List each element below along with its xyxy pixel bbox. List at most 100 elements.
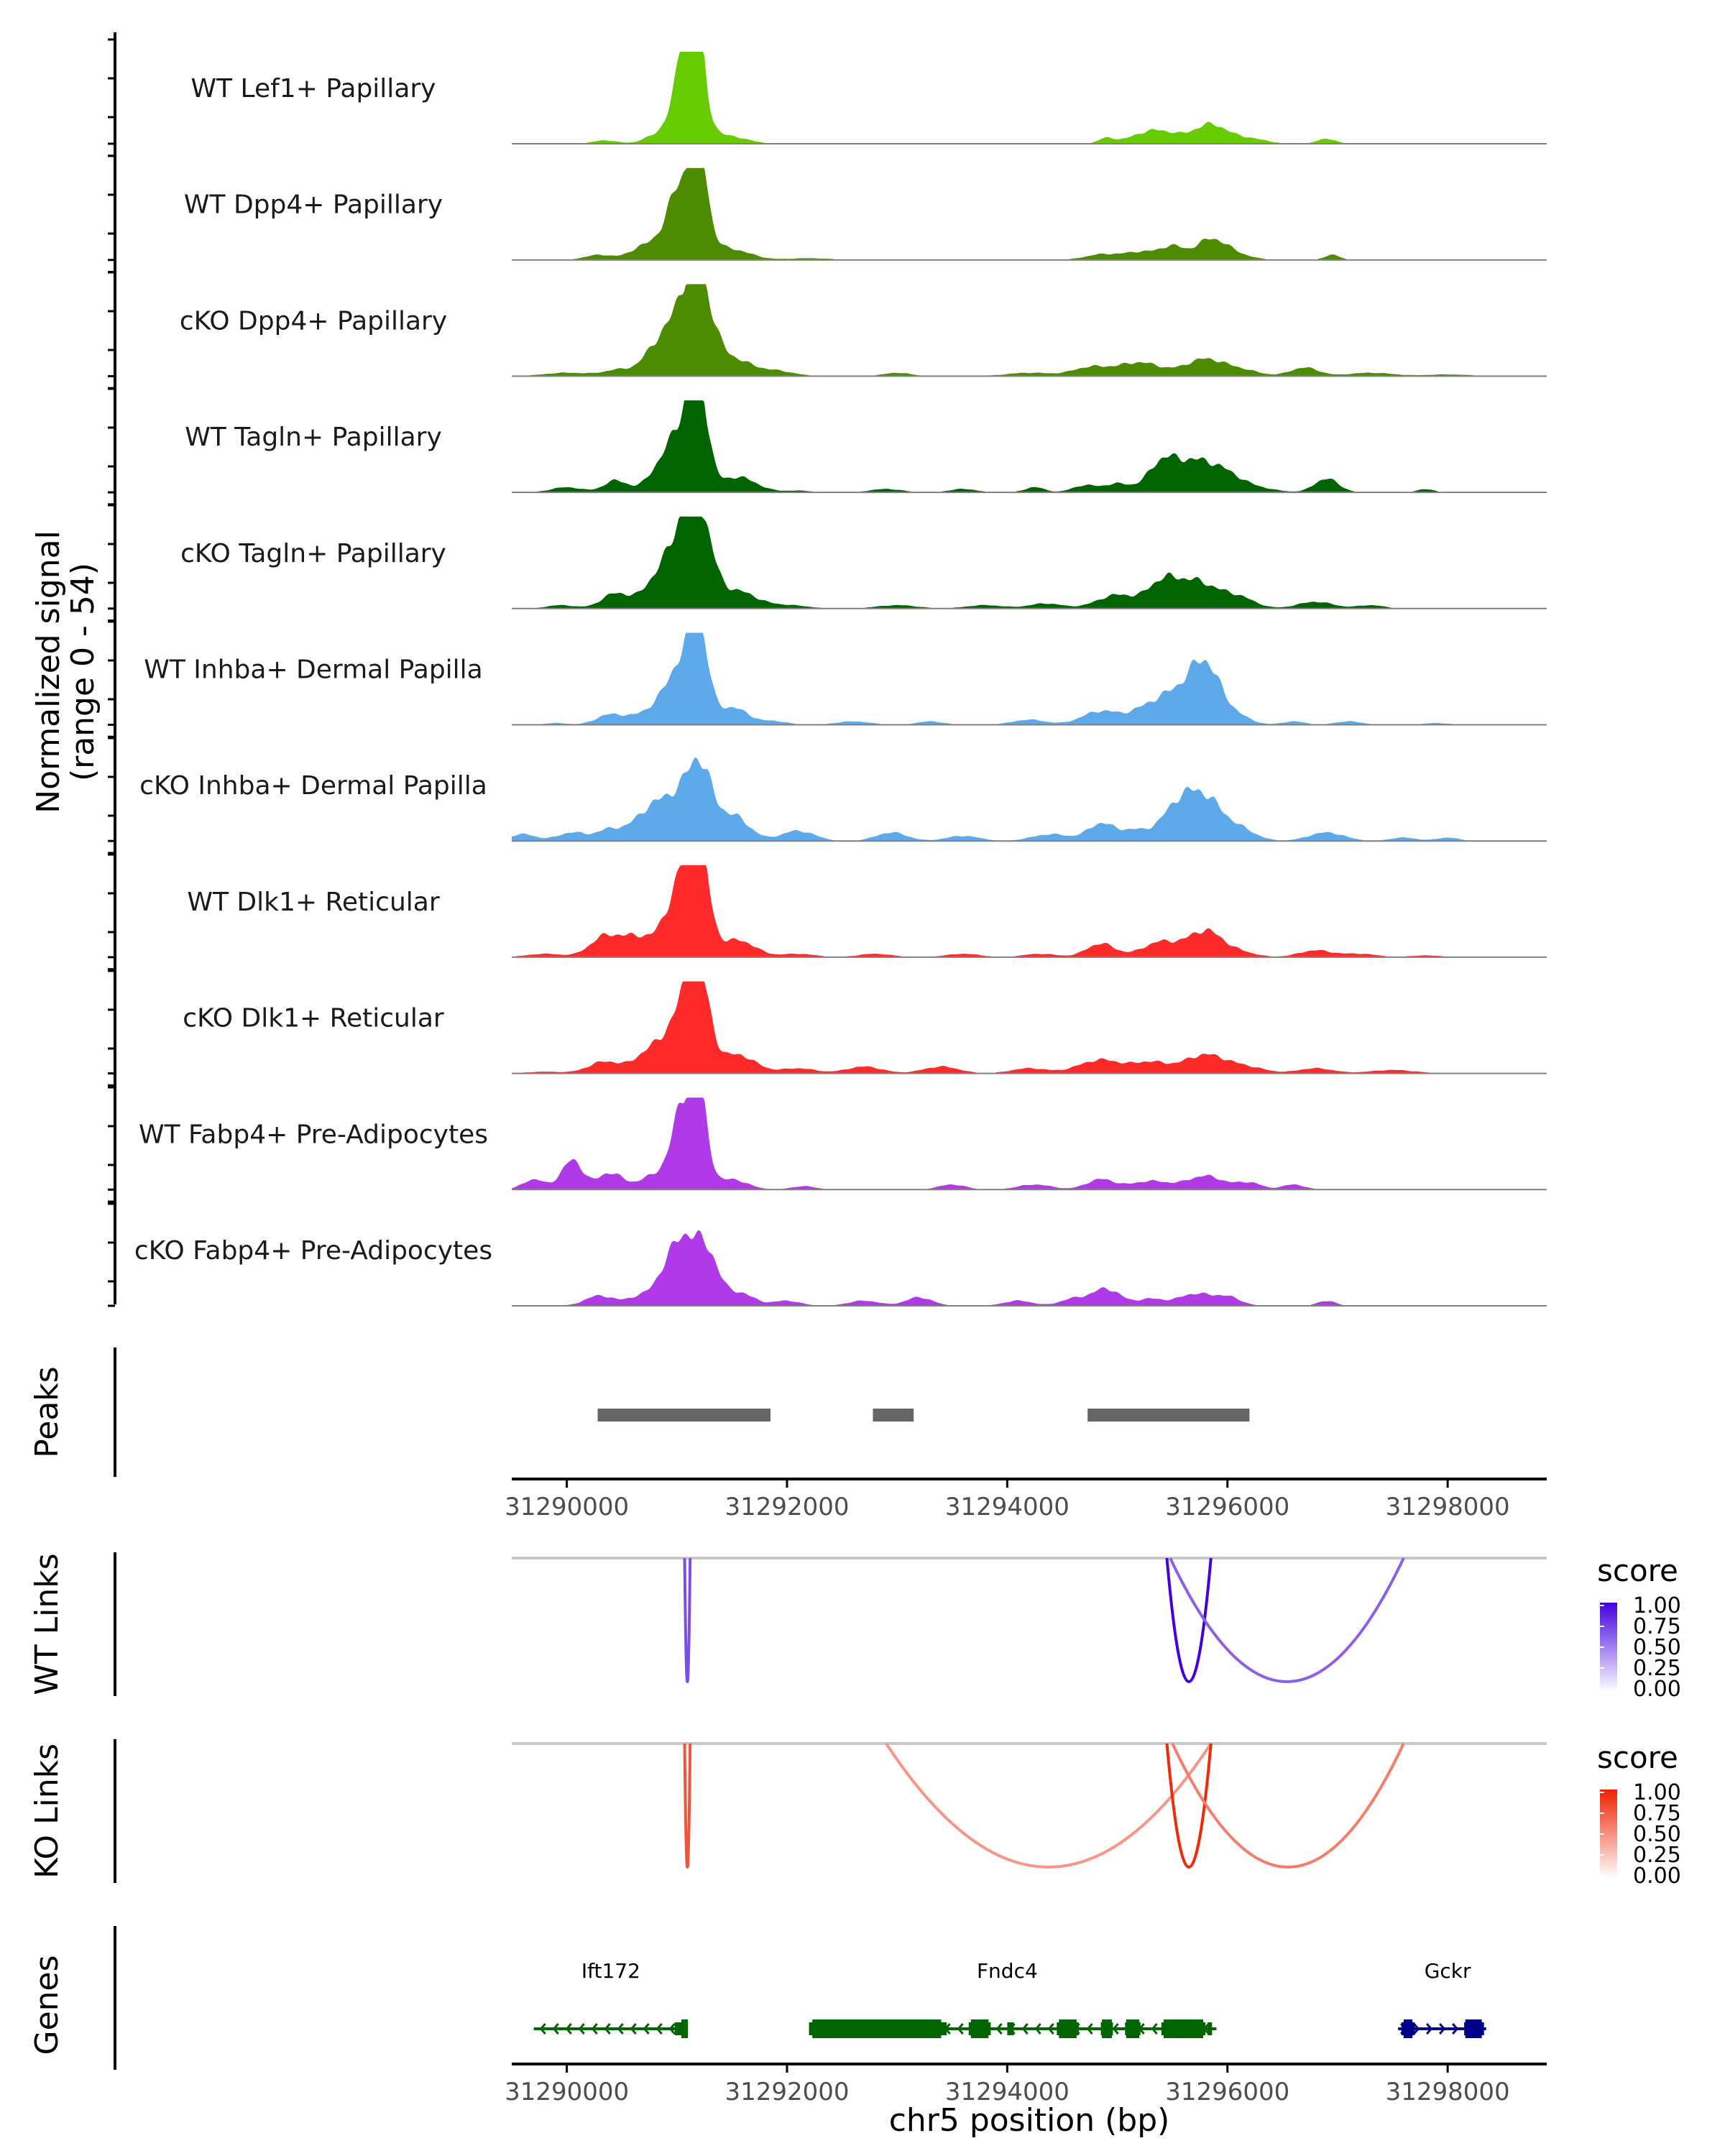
gene-label: Ift172 (581, 1959, 640, 1983)
link-arc (1165, 1557, 1213, 1683)
strand-chevron (995, 2023, 1003, 2035)
peaks-bars (597, 1409, 1250, 1422)
ko-link-arcs (683, 1742, 1405, 1869)
x-tick-label: 31298000 (1386, 1493, 1510, 1521)
coverage-track-label: WT Lef1+ Papillary (191, 74, 436, 103)
strand-chevron (1426, 2023, 1433, 2035)
coverage-track-wt-inhba-dermal-papilla: WT Inhba+ Dermal Papilla (144, 632, 1547, 726)
wt-score-legend: score 1.000.750.500.250.00 (1597, 1553, 1681, 1702)
peaks-track: Peaks 31290000 31292000 31294000 31296000 31… (29, 1348, 1547, 1521)
coverage-ylabel-line2: (range 0 - 54) (65, 563, 101, 781)
gene-cds (1102, 2019, 1112, 2038)
strand-chevron (1112, 2023, 1119, 2035)
x-tick-label: 31292000 (724, 2078, 849, 2106)
legend-tick-label: 0.25 (1633, 1843, 1681, 1868)
coverage-area (512, 167, 1547, 260)
genes-track: Genes Ift172 Fndc4 Gckr 31290000 31292000 31… (29, 1926, 1547, 2139)
legend-tick-label: 0.50 (1633, 1822, 1681, 1847)
strand-chevron (617, 2023, 624, 2035)
x-tick-label: 31298000 (1386, 2078, 1510, 2106)
coverage-track-cko-fabp4-pre-adipocytes: cKO Fabp4+ Pre-Adipocytes (134, 1230, 1547, 1307)
coverage-y-axis: Normalized signal (range 0 - 54) (30, 32, 116, 1307)
strand-chevron (565, 2023, 572, 2035)
gene-gckr: Gckr (1398, 1959, 1486, 2038)
gene-exon (1208, 2022, 1213, 2035)
x-axis-title: chr5 position (bp) (889, 2102, 1170, 2139)
x-axis-bottom: 31290000 31292000 31294000 31296000 31298000 (505, 2064, 1510, 2106)
x-tick-label: 31296000 (1165, 1493, 1289, 1521)
coverage-track-wt-lef1-papillary: WT Lef1+ Papillary (191, 52, 1547, 144)
legend-tick-label: 0.25 (1633, 1656, 1681, 1681)
coverage-track-label: WT Tagln+ Papillary (185, 423, 442, 452)
coverage-track-wt-dlk1-reticular: WT Dlk1+ Reticular (187, 865, 1547, 958)
gene-cds (1126, 2019, 1140, 2038)
legend-tick-label: 1.00 (1633, 1593, 1681, 1618)
coverage-track-label: WT Fabp4+ Pre-Adipocytes (139, 1120, 488, 1149)
coverage-area (512, 632, 1547, 725)
x-tick-label: 31294000 (945, 2078, 1070, 2106)
coverage-track-label: cKO Dpp4+ Papillary (180, 306, 447, 336)
gene-cds (1403, 2019, 1413, 2038)
coverage-track-label: WT Dpp4+ Papillary (184, 190, 443, 220)
gene-models: Ift172 Fndc4 Gckr (533, 1959, 1486, 2038)
coverage-area (512, 284, 1547, 377)
coverage-area (512, 516, 1547, 609)
coverage-area (512, 52, 1547, 144)
coverage-track-wt-tagln-papillary: WT Tagln+ Papillary (185, 400, 1547, 494)
x-tick-label: 31292000 (724, 1493, 849, 1521)
strand-chevron (656, 2023, 663, 2035)
strand-chevron (604, 2023, 611, 2035)
coverage-area (512, 1230, 1547, 1306)
x-tick-label: 31290000 (505, 2078, 629, 2106)
x-axis-top: 31290000 31292000 31294000 31296000 31298000 (505, 1479, 1510, 1521)
gene-cds (1465, 2019, 1482, 2038)
coverage-track-label: WT Inhba+ Dermal Papilla (144, 655, 482, 685)
gene-cds (1163, 2019, 1204, 2038)
gene-exon (1007, 2022, 1014, 2035)
coverage-area (512, 865, 1547, 957)
strand-chevron (643, 2023, 650, 2035)
legend-tick-label: 0.50 (1633, 1635, 1681, 1660)
coverage-track-cko-dpp4-papillary: cKO Dpp4+ Papillary (180, 284, 1547, 377)
gene-label: Fndc4 (977, 1959, 1038, 1983)
coverage-area (512, 1097, 1547, 1190)
wt-legend-title: score (1597, 1553, 1678, 1588)
strand-chevron (957, 2023, 964, 2035)
coverage-track-label: WT Dlk1+ Reticular (187, 888, 439, 917)
peak-bar (597, 1409, 770, 1422)
coverage-ylabel-line1: Normalized signal (30, 530, 67, 814)
link-arc (1165, 1743, 1213, 1869)
coverage-track-wt-fabp4-pre-adipocytes: WT Fabp4+ Pre-Adipocytes (139, 1097, 1547, 1191)
coverage-tracks: WT Lef1+ Papillary WT Dpp4+ Papillary cKO … (134, 52, 1547, 1307)
strand-chevron (1086, 2023, 1093, 2035)
coverage-track-wt-dpp4-papillary: WT Dpp4+ Papillary (184, 167, 1547, 261)
strand-chevron (1034, 2023, 1041, 2035)
gene-label: Gckr (1425, 1959, 1471, 1983)
genes-track-label: Genes (29, 1955, 65, 2055)
strand-chevron (1452, 2023, 1459, 2035)
strand-chevron (1047, 2023, 1054, 2035)
strand-chevron (630, 2023, 637, 2035)
strand-chevron (1151, 2023, 1158, 2035)
coverage-track-cko-inhba-dermal-papilla: cKO Inhba+ Dermal Papilla (139, 757, 1547, 842)
legend-tick-label: 0.75 (1633, 1614, 1681, 1639)
link-arc (885, 1742, 1213, 1869)
x-tick-label: 31296000 (1165, 2078, 1289, 2106)
link-arc (683, 1743, 692, 1869)
link-arc (683, 1557, 692, 1683)
wt-links-track-label: WT Links (29, 1553, 65, 1695)
strand-chevron (1439, 2023, 1446, 2035)
wt-links-track: WT Links score 1.000.750.500.250.00 (29, 1552, 1681, 1702)
coverage-track-label: cKO Dlk1+ Reticular (183, 1004, 444, 1033)
coverage-track-label: cKO Inhba+ Dermal Papilla (139, 771, 487, 801)
strand-chevron (668, 2023, 676, 2035)
gene-cds (681, 2019, 689, 2038)
gene-cds (1059, 2019, 1077, 2038)
ko-links-track-label: KO Links (29, 1743, 65, 1879)
link-arc (1171, 1743, 1405, 1869)
x-tick-label: 31294000 (945, 1493, 1070, 1521)
ko-links-track: KO Links score 1.000.750.500.250.00 (29, 1739, 1681, 1889)
gene-cds (812, 2019, 942, 2038)
strand-chevron (578, 2023, 585, 2035)
